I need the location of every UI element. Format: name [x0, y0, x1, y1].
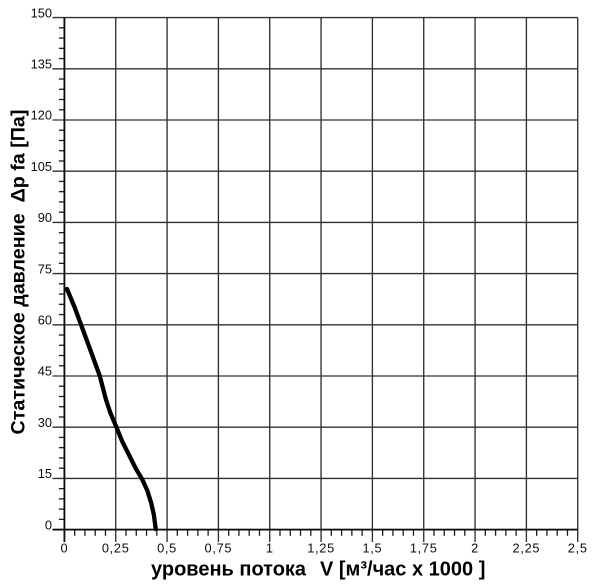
svg-text:30: 30 [38, 415, 52, 430]
svg-text:45: 45 [38, 364, 52, 379]
svg-text:120: 120 [31, 108, 52, 123]
svg-text:0,75: 0,75 [205, 541, 233, 556]
svg-text:15: 15 [38, 466, 52, 481]
svg-text:135: 135 [31, 57, 52, 72]
svg-text:0,25: 0,25 [102, 541, 130, 556]
svg-text:2: 2 [471, 541, 479, 556]
svg-text:75: 75 [38, 261, 52, 276]
svg-text:2,5: 2,5 [568, 541, 588, 556]
svg-text:1: 1 [266, 541, 274, 556]
svg-text:150: 150 [31, 5, 52, 20]
svg-text:1,75: 1,75 [410, 541, 438, 556]
svg-text:1,25: 1,25 [307, 541, 335, 556]
svg-text:0: 0 [45, 517, 52, 532]
svg-text:0: 0 [60, 541, 68, 556]
svg-text:Статическое давление Δp fa [П: Статическое давление Δp fa [Па] [8, 110, 30, 435]
svg-text:90: 90 [38, 210, 52, 225]
svg-text:уровень потока: уровень потока [151, 559, 307, 581]
svg-text:2,25: 2,25 [513, 541, 541, 556]
svg-text:1,5: 1,5 [362, 541, 382, 556]
svg-text:60: 60 [38, 313, 52, 328]
svg-text:105: 105 [31, 159, 52, 174]
svg-text:0,5: 0,5 [157, 541, 177, 556]
svg-text:V [м³/час x 1000 ]: V [м³/час x 1000 ] [320, 559, 485, 581]
